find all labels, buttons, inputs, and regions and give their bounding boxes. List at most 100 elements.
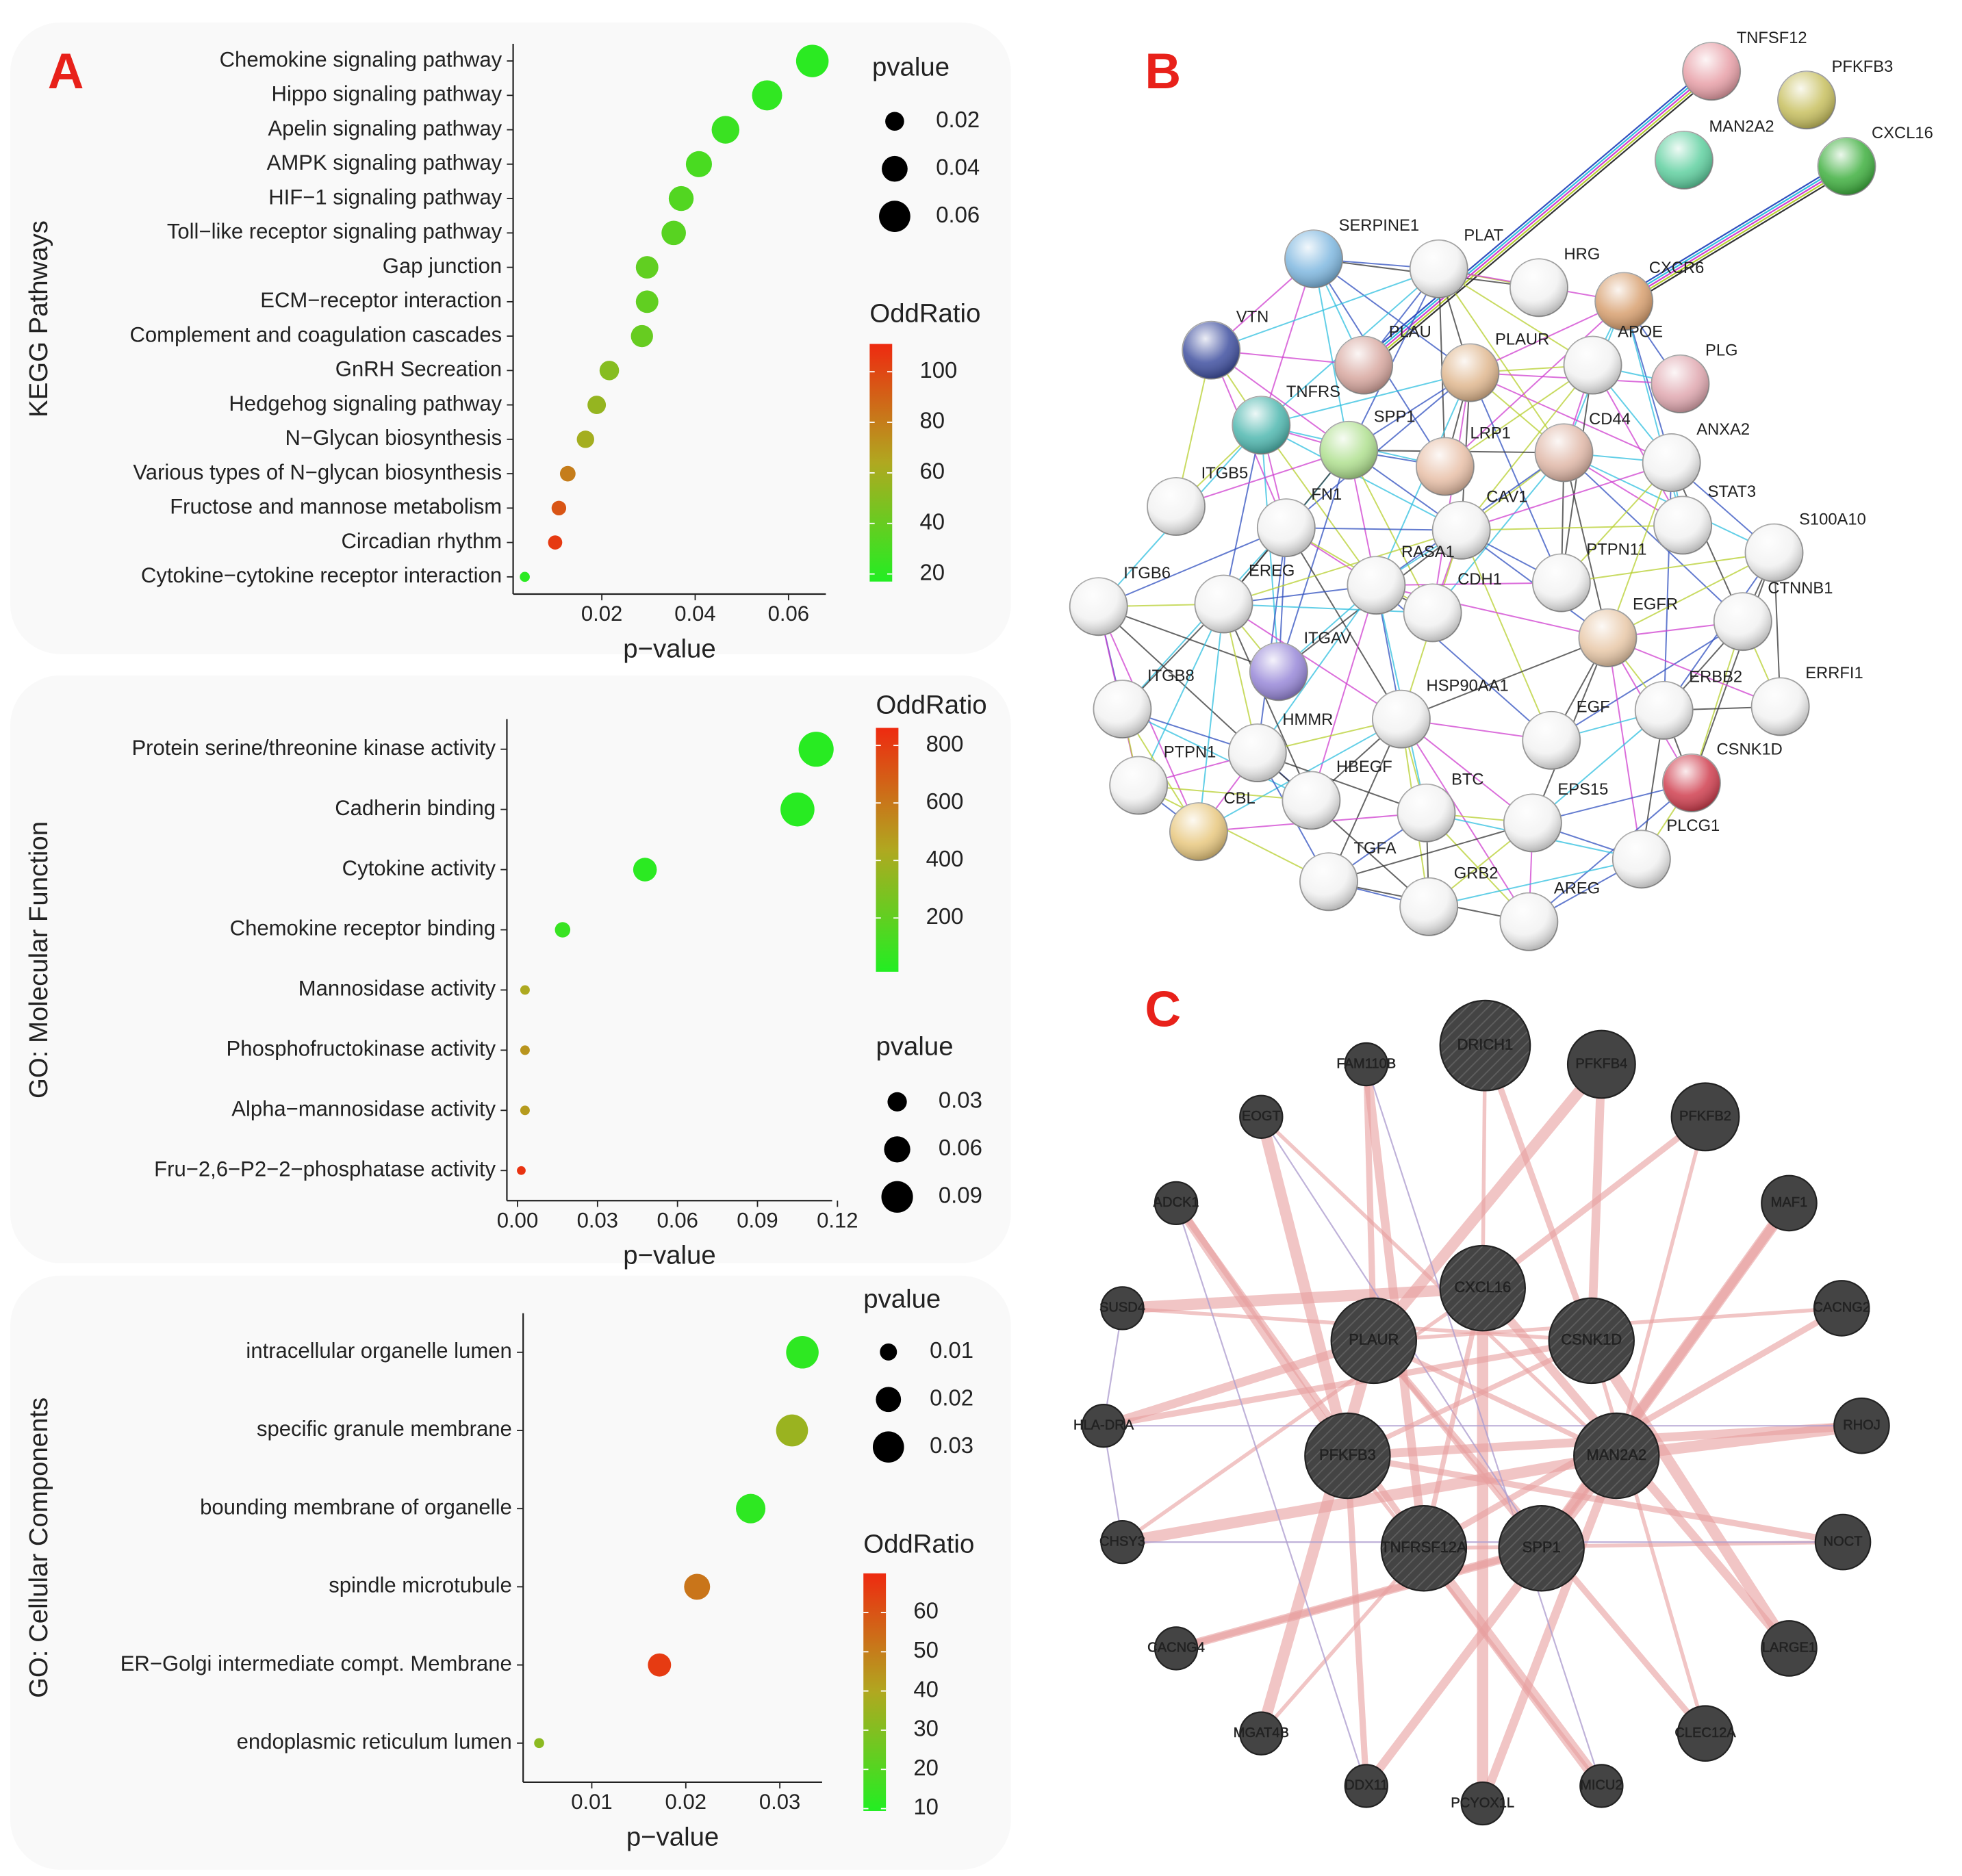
protein-label: APOE (1618, 322, 1663, 341)
protein-node-shine (1751, 678, 1809, 736)
network-edge (1365, 1064, 1603, 1786)
network-edge (1444, 364, 1594, 467)
panel-label: C (1145, 981, 1181, 1037)
dot (599, 361, 620, 381)
size-legend-dot (880, 1343, 897, 1361)
network-edge (1444, 300, 1625, 467)
colorbar (869, 344, 893, 582)
protein-node-shine (1093, 680, 1151, 738)
network-edge (1586, 1337, 1794, 1652)
colorbar-label: 100 (919, 357, 957, 383)
category-label: Protein serine/threonine kinase activity (131, 736, 496, 760)
protein-label: PLG (1705, 342, 1738, 360)
y-axis-label: KEGG Pathways (24, 220, 53, 417)
protein-label: ITGB8 (1147, 667, 1195, 685)
network-edge (1551, 621, 1744, 741)
colorbar-label: 40 (913, 1676, 939, 1701)
protein-node-shine (1564, 336, 1622, 394)
category-label: ECM−receptor interaction (260, 288, 502, 312)
gene-label: PFKFB4 (1575, 1056, 1627, 1071)
protein-label: ITGB6 (1123, 564, 1171, 582)
network-edge (1313, 259, 1350, 451)
network-edge (1223, 604, 1312, 801)
gene-node (1100, 1286, 1145, 1331)
gene-node (1460, 1781, 1505, 1826)
size-legend-label: 0.03 (930, 1432, 973, 1458)
category-label: Cytokine−cytokine receptor interaction (141, 563, 502, 587)
dot (548, 535, 563, 550)
dot (736, 1493, 766, 1524)
gene-label: PFKFB2 (1679, 1109, 1731, 1124)
protein-node-shine (1232, 396, 1290, 454)
protein-node-shine (1500, 892, 1558, 951)
gene-node (1380, 1505, 1468, 1592)
protein-node-shine (1347, 556, 1405, 615)
category-label: GnRH Secreation (335, 357, 502, 381)
gene-label: CACNG4 (1147, 1641, 1205, 1656)
category-label: Chemokine receptor binding (230, 916, 496, 940)
network-edge (1561, 552, 1774, 584)
network-edge (1373, 1338, 1618, 1459)
y-axis-label: GO: Molecular Function (24, 821, 53, 1098)
protein-node-shine (1535, 424, 1593, 482)
protein-label: ITGAV (1303, 629, 1351, 647)
gene-node (1670, 1082, 1740, 1152)
protein-label: PFKFB3 (1832, 57, 1894, 76)
x-tick-label: 0.01 (571, 1790, 612, 1814)
colorbar-label: 10 (913, 1794, 939, 1819)
network-edge (1607, 552, 1774, 639)
dot (630, 324, 653, 348)
protein-label: HRG (1564, 245, 1601, 264)
category-label: Toll−like receptor signaling pathway (167, 220, 502, 244)
dot (517, 1166, 526, 1175)
color-legend-title: OddRatio (876, 691, 987, 720)
network-edge (1469, 372, 1562, 583)
protein-node-shine (1335, 336, 1393, 394)
protein-label: ERBB2 (1689, 668, 1742, 686)
dot (685, 151, 712, 177)
panel-background (10, 675, 1011, 1263)
gene-label: CACNG2 (1813, 1300, 1870, 1315)
gene-node (1498, 1505, 1585, 1592)
gene-node (1154, 1181, 1199, 1226)
dot (520, 985, 530, 995)
category-label: AMPK signaling pathway (267, 151, 502, 175)
gene-node (1573, 1412, 1660, 1500)
network-edge (1098, 527, 1287, 608)
colorbar-label: 60 (913, 1598, 939, 1623)
category-label: ER−Golgi intermediate compt. Membrane (120, 1652, 512, 1675)
protein-label: MAN2A2 (1709, 118, 1774, 136)
protein-label: ANXA2 (1696, 420, 1750, 439)
network-edge (1376, 582, 1562, 587)
network-edge (1346, 1338, 1593, 1459)
network-edge (1461, 524, 1683, 531)
network-edge (1607, 462, 1672, 639)
protein-label: PLAT (1464, 227, 1503, 245)
colorbar (863, 1573, 887, 1811)
protein-label: EPS15 (1557, 780, 1608, 799)
network-edge (1690, 552, 1775, 784)
gene-node (1439, 999, 1531, 1092)
protein-label: EGFR (1633, 595, 1678, 614)
panel-label: A (48, 44, 84, 99)
protein-label: CTNNB1 (1768, 579, 1833, 598)
size-legend-title: pvalue (863, 1285, 941, 1314)
protein-label: BTC (1451, 771, 1484, 789)
protein-label: EREG (1249, 561, 1295, 580)
x-tick-label: 0.03 (577, 1209, 618, 1233)
gene-label: CXCL16 (1454, 1278, 1511, 1296)
network-edge (1175, 449, 1349, 508)
protein-label: EGF (1577, 698, 1610, 717)
x-tick-label: 0.02 (665, 1790, 706, 1814)
protein-label: HBEGF (1336, 758, 1392, 776)
category-label: Hedgehog signaling pathway (229, 391, 502, 415)
size-legend-dot (872, 1431, 904, 1463)
network-edge (1261, 372, 1470, 426)
protein-node-shine (1249, 643, 1308, 701)
dot (559, 465, 576, 482)
gene-node (1761, 1620, 1818, 1677)
protein-label: PTPN1 (1164, 743, 1216, 761)
gene-label: PLAUR (1349, 1331, 1399, 1348)
gene-label: CHSY3 (1099, 1534, 1145, 1549)
network-edge (1590, 1340, 1707, 1734)
